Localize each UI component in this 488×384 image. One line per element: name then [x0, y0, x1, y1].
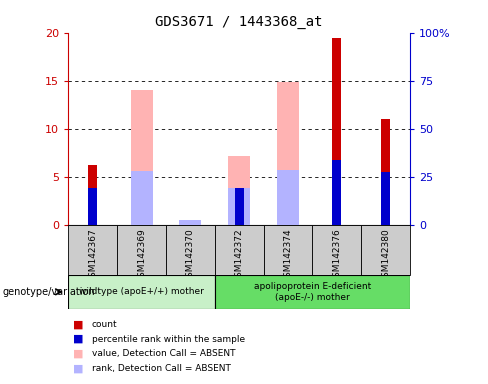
- Text: apolipoprotein E-deficient
(apoE-/-) mother: apolipoprotein E-deficient (apoE-/-) mot…: [254, 282, 371, 301]
- Text: GSM142374: GSM142374: [284, 228, 292, 283]
- Text: GSM142370: GSM142370: [186, 228, 195, 283]
- Text: GSM142380: GSM142380: [381, 228, 390, 283]
- Bar: [88, 165, 97, 225]
- Text: percentile rank within the sample: percentile rank within the sample: [92, 334, 245, 344]
- Text: GSM142369: GSM142369: [137, 228, 146, 283]
- Bar: [381, 172, 390, 225]
- Bar: [228, 188, 250, 225]
- Bar: [131, 171, 152, 225]
- Text: genotype/variation: genotype/variation: [2, 287, 95, 297]
- Bar: [312, 225, 361, 275]
- Bar: [68, 275, 215, 309]
- Text: rank, Detection Call = ABSENT: rank, Detection Call = ABSENT: [92, 364, 231, 373]
- Text: ■: ■: [73, 363, 84, 373]
- Text: wildtype (apoE+/+) mother: wildtype (apoE+/+) mother: [79, 287, 204, 296]
- Text: ■: ■: [73, 334, 84, 344]
- Bar: [166, 225, 215, 275]
- Bar: [332, 38, 341, 225]
- Text: count: count: [92, 320, 118, 329]
- Bar: [277, 170, 299, 225]
- Bar: [180, 220, 201, 225]
- Bar: [215, 275, 410, 309]
- Text: value, Detection Call = ABSENT: value, Detection Call = ABSENT: [92, 349, 235, 358]
- Text: GSM142372: GSM142372: [235, 228, 244, 283]
- Text: ■: ■: [73, 349, 84, 359]
- Text: GSM142376: GSM142376: [332, 228, 341, 283]
- Bar: [235, 188, 244, 225]
- Bar: [215, 225, 264, 275]
- Bar: [381, 119, 390, 225]
- Bar: [332, 161, 341, 225]
- Bar: [117, 225, 166, 275]
- Bar: [361, 225, 410, 275]
- Bar: [68, 225, 117, 275]
- Bar: [131, 90, 152, 225]
- Bar: [264, 225, 312, 275]
- Bar: [228, 156, 250, 225]
- Bar: [277, 82, 299, 225]
- Text: ■: ■: [73, 319, 84, 329]
- Bar: [88, 188, 97, 225]
- Text: GSM142367: GSM142367: [88, 228, 97, 283]
- Title: GDS3671 / 1443368_at: GDS3671 / 1443368_at: [155, 15, 323, 29]
